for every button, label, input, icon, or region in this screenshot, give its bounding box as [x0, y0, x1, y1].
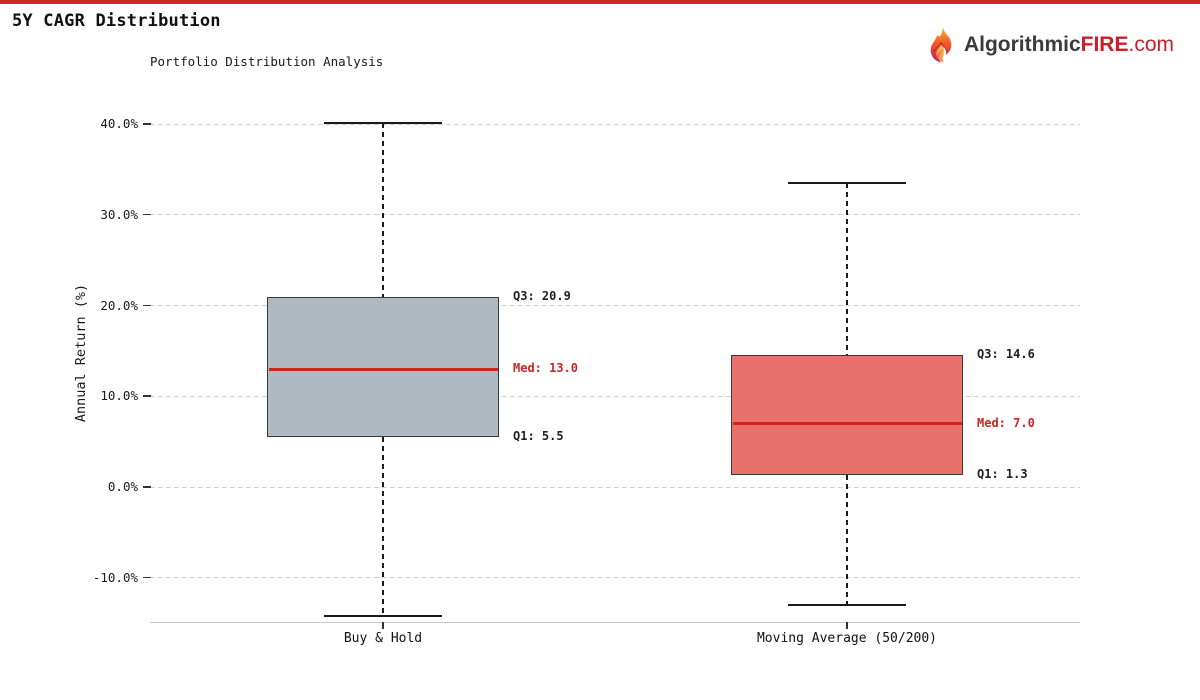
logo-text: AlgorithmicFIRE.com	[964, 33, 1174, 57]
median-line	[268, 367, 498, 371]
y-tick-label: 0.0%	[107, 479, 138, 494]
x-axis-spine	[150, 622, 1080, 623]
lower-whisker-cap	[788, 603, 906, 606]
gridline	[150, 395, 1080, 397]
q3-annotation: Q3: 20.9	[513, 289, 571, 304]
y-tick-label: -10.0%	[92, 569, 138, 585]
box	[731, 354, 963, 476]
page-title: 5Y CAGR Distribution	[12, 11, 221, 31]
gridline	[150, 577, 1080, 579]
y-tick-mark	[143, 576, 151, 579]
q3-annotation: Q3: 14.6	[977, 346, 1035, 361]
y-tick-label: 30.0%	[100, 206, 138, 222]
y-tick-label: 40.0%	[100, 116, 138, 132]
y-tick-mark	[143, 395, 151, 397]
y-tick-mark	[143, 123, 151, 125]
logo-text-brand: Algorithmic	[963, 33, 1081, 56]
median-annotation: Med: 13.0	[513, 361, 579, 376]
gridline	[150, 123, 1080, 125]
upper-whisker-cap	[788, 182, 906, 185]
gridline	[150, 214, 1080, 216]
top-accent-bar	[0, 0, 1200, 4]
x-tick-label: Moving Average (50/200)	[756, 631, 937, 646]
y-tick-mark	[143, 486, 151, 488]
gridline	[150, 305, 1080, 307]
upper-whisker	[382, 123, 384, 298]
x-tick-mark	[382, 622, 384, 629]
gridline	[150, 486, 1080, 488]
q1-annotation: Q1: 1.3	[977, 467, 1028, 482]
lower-whisker	[382, 437, 384, 616]
q1-annotation: Q1: 5.5	[513, 429, 564, 444]
logo-text-suffix: .com	[1128, 33, 1174, 56]
median-line	[732, 422, 962, 425]
y-tick-label: 10.0%	[100, 388, 138, 404]
upper-whisker-cap	[324, 122, 442, 125]
y-tick-mark	[143, 213, 151, 216]
median-annotation: Med: 7.0	[977, 415, 1035, 430]
x-tick-mark	[846, 622, 848, 629]
lower-whisker-cap	[324, 614, 442, 617]
logo-text-fire: FIRE	[1080, 33, 1129, 56]
lower-whisker	[846, 475, 848, 605]
brand-logo[interactable]: AlgorithmicFIRE.com	[927, 26, 1174, 64]
flame-icon	[927, 26, 957, 64]
chart-subtitle: Portfolio Distribution Analysis	[150, 54, 384, 69]
box	[267, 297, 499, 438]
y-tick-label: 20.0%	[100, 297, 138, 313]
x-tick-label: Buy & Hold	[343, 631, 423, 646]
upper-whisker	[846, 183, 848, 355]
y-tick-mark	[143, 304, 151, 307]
